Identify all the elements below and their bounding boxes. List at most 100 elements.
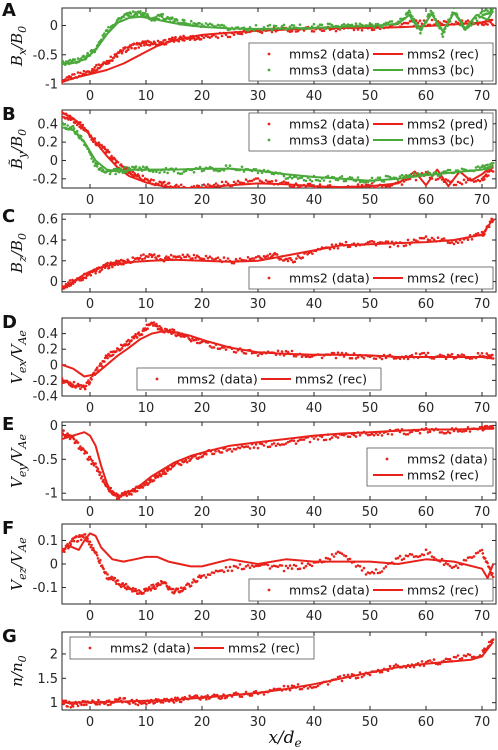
y-tick-label: 0.2: [37, 136, 58, 151]
data-point: [106, 703, 110, 707]
y-tick-label: 0: [50, 558, 58, 573]
data-point: [322, 187, 326, 188]
data-point: [486, 9, 489, 12]
panel-E: E 0 10 20 30 40 50 60 70 -1 -0.5 0 Vey/VAe mms2 (data…: [2, 414, 497, 520]
data-point: [202, 257, 206, 261]
y-tick-label: -1: [45, 78, 58, 93]
x-tick-label: 30: [250, 193, 267, 208]
data-point: [95, 63, 98, 67]
data-point: [314, 178, 318, 182]
data-point: [197, 456, 201, 459]
data-point: [330, 23, 334, 27]
data-point: [406, 357, 410, 361]
data-point: [198, 22, 201, 25]
data-point: [134, 702, 137, 706]
data-point: [370, 176, 374, 180]
data-point: [136, 703, 140, 707]
data-point: [62, 429, 65, 432]
data-point: [212, 183, 216, 187]
data-point: [161, 12, 165, 16]
data-point: [348, 356, 352, 360]
data-point: [99, 362, 103, 366]
data-point: [63, 123, 66, 126]
data-point: [352, 28, 356, 32]
data-point: [440, 431, 444, 434]
data-point: [420, 660, 424, 663]
data-point: [212, 346, 216, 349]
data-point: [204, 22, 208, 25]
data-point: [412, 555, 416, 559]
data-point: [386, 21, 390, 25]
data-point: [412, 238, 416, 241]
data-point: [442, 237, 446, 240]
data-point: [390, 20, 394, 23]
data-point: [72, 539, 76, 543]
data-point: [254, 177, 258, 180]
data-point: [326, 683, 330, 686]
data-point: [474, 179, 478, 183]
data-point: [288, 688, 292, 692]
data-point: [200, 23, 204, 26]
data-point: [244, 690, 248, 694]
data-point: [452, 242, 456, 246]
series-line: [62, 427, 494, 498]
data-point: [175, 183, 178, 187]
data-point: [446, 179, 450, 182]
x-tick-label: 10: [138, 401, 155, 416]
x-tick-label: 0: [86, 401, 94, 416]
data-point: [418, 236, 422, 240]
data-point: [250, 179, 254, 183]
data-point: [79, 387, 82, 391]
data-point: [76, 57, 80, 60]
data-point: [388, 245, 392, 249]
data-point: [116, 579, 120, 582]
data-point: [164, 472, 168, 475]
data-point: [450, 241, 454, 244]
data-point: [296, 177, 300, 180]
data-point: [256, 354, 260, 357]
data-point: [438, 353, 442, 357]
data-point: [418, 353, 422, 356]
data-point: [73, 73, 76, 76]
data-point: [326, 22, 330, 26]
legend-label: mms2 (rec): [407, 271, 479, 286]
data-point: [242, 567, 246, 571]
data-point: [99, 558, 102, 562]
data-point: [392, 357, 396, 360]
data-point: [79, 445, 82, 448]
data-point: [142, 253, 145, 256]
y-tick-label: -1: [45, 487, 58, 502]
data-point: [336, 436, 340, 439]
data-point: [103, 360, 106, 363]
y-tick-label: -0.5: [33, 48, 58, 63]
data-point: [250, 694, 254, 697]
y-tick-label: 1.5: [37, 672, 58, 687]
data-point: [159, 181, 163, 184]
data-point: [362, 356, 366, 360]
data-point: [316, 179, 320, 182]
data-point: [340, 679, 344, 683]
data-point: [402, 432, 406, 436]
data-point: [310, 29, 314, 33]
data-point: [298, 438, 302, 442]
data-point: [103, 145, 106, 149]
data-point: [286, 440, 290, 444]
data-point: [212, 571, 216, 575]
data-point: [312, 187, 316, 188]
data-point: [87, 70, 91, 73]
data-point: [452, 655, 456, 659]
data-point: [234, 691, 238, 694]
data-point: [294, 355, 298, 358]
legend-label: mms3 (bc): [407, 133, 474, 148]
y-tick-label: -0.5: [33, 453, 58, 468]
data-point: [98, 702, 101, 706]
data-point: [274, 24, 278, 28]
data-point: [258, 179, 262, 182]
data-point: [286, 350, 290, 354]
data-point: [128, 702, 131, 706]
data-point: [340, 552, 344, 555]
data-point: [308, 440, 312, 444]
data-point: [176, 171, 180, 175]
data-point: [446, 657, 450, 661]
data-point: [476, 551, 480, 554]
